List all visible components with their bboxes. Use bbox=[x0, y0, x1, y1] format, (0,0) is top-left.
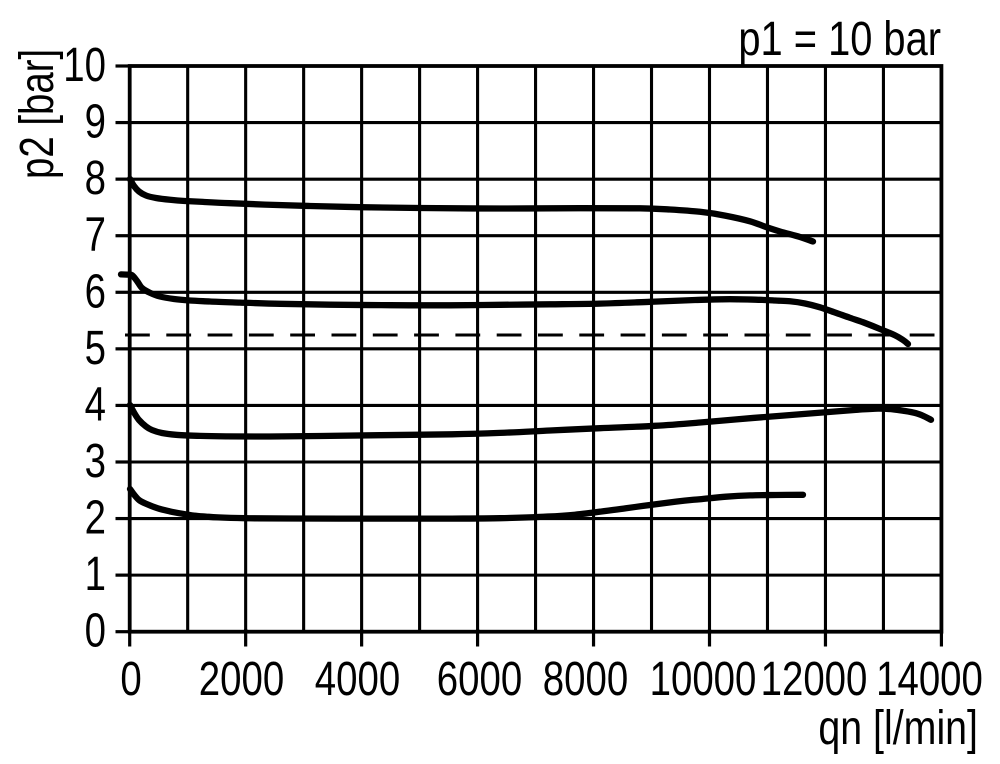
svg-text:2: 2 bbox=[85, 492, 106, 545]
svg-text:5: 5 bbox=[85, 322, 106, 375]
svg-text:6000: 6000 bbox=[437, 653, 522, 706]
svg-text:6: 6 bbox=[85, 265, 106, 318]
svg-text:8: 8 bbox=[85, 152, 106, 205]
svg-text:4: 4 bbox=[85, 378, 106, 431]
svg-text:7: 7 bbox=[85, 209, 106, 262]
svg-text:0: 0 bbox=[120, 653, 141, 706]
svg-text:3: 3 bbox=[85, 435, 106, 488]
svg-text:4000: 4000 bbox=[315, 653, 400, 706]
svg-text:1: 1 bbox=[85, 548, 106, 601]
svg-text:14000: 14000 bbox=[876, 653, 983, 706]
svg-text:10000: 10000 bbox=[650, 653, 757, 706]
svg-text:2000: 2000 bbox=[199, 653, 284, 706]
svg-text:p2 [bar]: p2 [bar] bbox=[11, 49, 64, 179]
svg-text:qn [l/min]: qn [l/min] bbox=[818, 701, 978, 755]
svg-text:p1 = 10 bar: p1 = 10 bar bbox=[738, 13, 941, 66]
svg-text:8000: 8000 bbox=[543, 653, 628, 706]
svg-text:10: 10 bbox=[63, 39, 106, 92]
svg-text:12000: 12000 bbox=[761, 653, 868, 706]
svg-text:0: 0 bbox=[85, 605, 106, 658]
svg-text:9: 9 bbox=[85, 96, 106, 149]
